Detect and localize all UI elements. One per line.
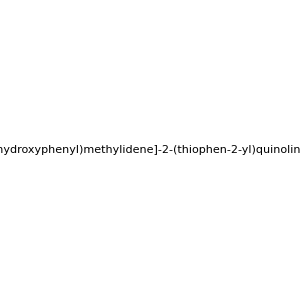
Text: N'-[(E)-(5-bromo-2-hydroxyphenyl)methylidene]-2-(thiophen-2-yl)quinoline-4-carbo: N'-[(E)-(5-bromo-2-hydroxyphenyl)methyli…: [0, 145, 300, 155]
